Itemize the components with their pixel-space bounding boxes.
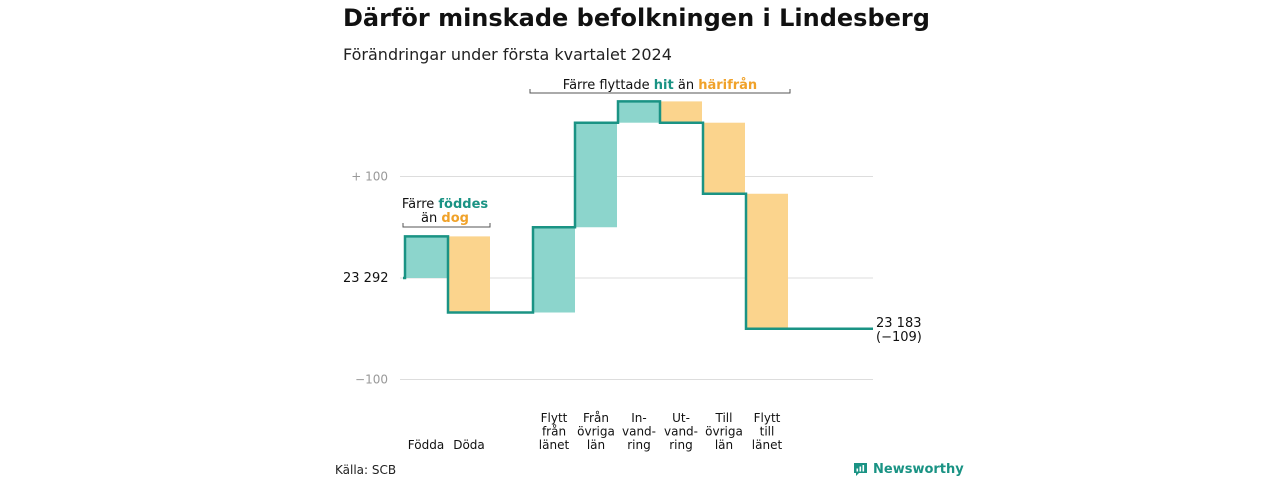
annotation-segment: än (421, 211, 441, 226)
brand-logo: Newsworthy (853, 462, 964, 477)
category-label: länet (539, 438, 570, 452)
category-label: Födda (408, 438, 444, 452)
category-label: vand- (622, 425, 656, 439)
waterfall-bar (618, 101, 660, 123)
chart-title: Därför minskade befolkningen i Lindesber… (343, 4, 930, 32)
y-tick-label: −100 (355, 373, 388, 387)
category-label: Till (715, 411, 733, 425)
category-label: från (542, 425, 566, 439)
annotation-births-deaths: Färre föddes (402, 197, 489, 212)
category-label: till (760, 425, 775, 439)
cumulative-line (403, 100, 873, 330)
annotation-segment: härifrån (698, 78, 757, 93)
brand-name: Newsworthy (873, 462, 964, 477)
category-label: Från (583, 411, 609, 425)
waterfall-bar (746, 193, 788, 329)
end-change-label: (−109) (876, 330, 922, 345)
category-label: ring (627, 438, 651, 452)
waterfall-bar (703, 122, 745, 194)
waterfall-bar (448, 236, 490, 313)
category-label: länet (752, 438, 783, 452)
annotation-segment: hit (654, 78, 674, 93)
newsworthy-logo-icon (854, 463, 867, 476)
annotation-segment: föddes (438, 197, 488, 212)
category-label: övriga (577, 425, 615, 439)
source-note: Källa: SCB (335, 463, 397, 477)
waterfall-bar (660, 101, 702, 123)
annotation-births-deaths-line2: än dog (421, 211, 469, 226)
end-value-label: 23 183 (876, 316, 922, 331)
category-label: vand- (664, 425, 698, 439)
annotation-segment: Färre (402, 197, 439, 212)
waterfall-bar (575, 122, 617, 228)
annotation-segment: dog (441, 211, 469, 226)
category-label: Ut- (672, 411, 690, 425)
chart-subtitle: Förändringar under första kvartalet 2024 (343, 45, 672, 64)
category-label: In- (631, 411, 646, 425)
category-label: Flytt (541, 411, 568, 425)
waterfall-bar (533, 227, 575, 313)
category-label: Döda (453, 438, 485, 452)
start-value-label: 23 292 (343, 271, 389, 286)
category-label: län (715, 438, 733, 452)
category-label: län (587, 438, 605, 452)
category-label: Flytt (754, 411, 781, 425)
category-label: ring (669, 438, 693, 452)
y-tick-label: + 100 (351, 170, 388, 184)
annotation-segment: än (674, 78, 698, 93)
annotation-bracket (529, 89, 791, 94)
annotation-migration: Färre flyttade hit än härifrån (563, 78, 757, 93)
waterfall-bar (405, 236, 447, 278)
category-label: övriga (705, 425, 743, 439)
annotation-bracket (402, 223, 491, 228)
annotation-segment: Färre flyttade (563, 78, 654, 93)
